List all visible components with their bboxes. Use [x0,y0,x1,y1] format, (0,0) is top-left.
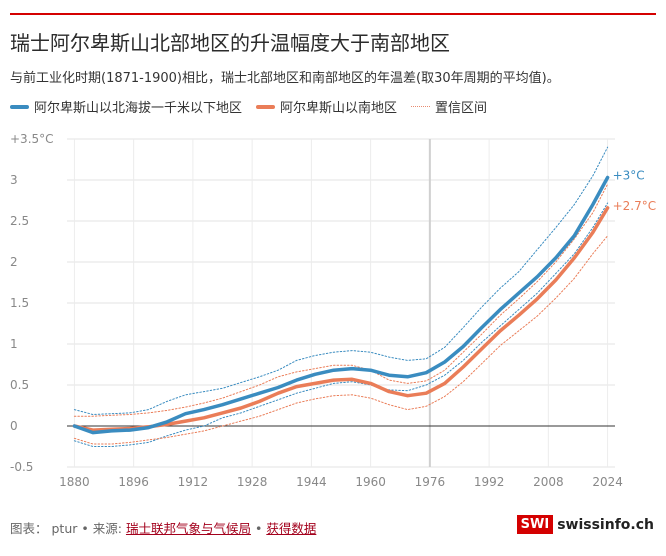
x-tick-label: 1976 [415,475,446,489]
ci-line-north-lower [73,202,609,447]
swissinfo-logo-text: swissinfo.ch [557,516,654,533]
footer-author: ptur [51,521,78,536]
legend-item-north[interactable]: 阿尔卑斯山以北海拔一千米以下地区 [10,97,242,116]
y-tick-label: 0 [10,419,18,433]
y-tick-label: 0.5 [10,378,29,392]
legend-swatch-north [10,104,29,109]
top-accent-rule [10,13,656,15]
y-tick-label: 2.5 [10,214,29,228]
legend-label-ci: 置信区间 [435,101,488,116]
legend-swatch-south [256,104,276,109]
end-label-north: +3°C [613,169,645,183]
legend-item-ci[interactable]: 置信区间 [411,97,487,116]
end-label-south: +2.7°C [613,199,657,213]
get-data-link[interactable]: 获得数据 [266,521,317,536]
y-tick-label: 3 [10,173,18,187]
x-tick-label: 1896 [118,475,149,489]
legend-label-south: 阿尔卑斯山以南地区 [280,101,398,116]
legend-item-south[interactable]: 阿尔卑斯山以南地区 [256,97,397,116]
series-line-south [72,206,610,432]
footer-separator: • [81,521,89,536]
x-tick-label: 1880 [59,475,90,489]
legend-swatch-ci [411,106,431,107]
footer-separator: • [254,521,263,536]
y-tick-label: 1.5 [10,296,29,310]
x-tick-label: 1928 [237,475,268,489]
ci-line-north-upper [73,146,609,416]
x-tick-label: 1960 [355,475,386,489]
y-tick-label: 1 [10,337,18,351]
footer-chart-label: 图表： [10,521,48,536]
line-chart: +3.5°C 3 2.5 2 1.5 1 0.5 0 -0.5 1880 1896 1912 1928 1… [10,132,657,489]
x-tick-label: 2008 [533,475,564,489]
source-link[interactable]: 瑞士联邦气象与气候局 [125,521,251,536]
y-tick-label: 2 [10,255,18,269]
footer: 图表： ptur • 来源: 瑞士联邦气象与气候局 • 获得数据 [10,518,316,537]
swissinfo-logo[interactable]: SWI swissinfo.ch [516,515,654,534]
chart-subtitle: 与前工业化时期(1871-1900)相比，瑞士北部地区和南部地区的年温差(取30… [10,71,560,86]
chart-legend: 阿尔卑斯山以北海拔一千米以下地区 阿尔卑斯山以南地区 置信区间 [10,97,501,116]
chart-title: 瑞士阿尔卑斯山北部地区的升温幅度大于南部地区 [10,31,450,55]
series-line-north [72,175,610,435]
footer-source-label: 来源: [92,521,122,536]
ci-line-south-upper [73,183,609,417]
y-tick-label: -0.5 [10,460,33,474]
x-tick-label: 1992 [474,475,505,489]
ci-line-south-lower [73,235,609,445]
swi-logo-box: SWI [516,515,554,534]
x-tick-label: 2024 [592,475,623,489]
legend-label-north: 阿尔卑斯山以北海拔一千米以下地区 [34,101,243,116]
y-tick-label: +3.5°C [10,132,54,146]
x-tick-label: 1944 [296,475,327,489]
x-tick-label: 1912 [178,475,209,489]
